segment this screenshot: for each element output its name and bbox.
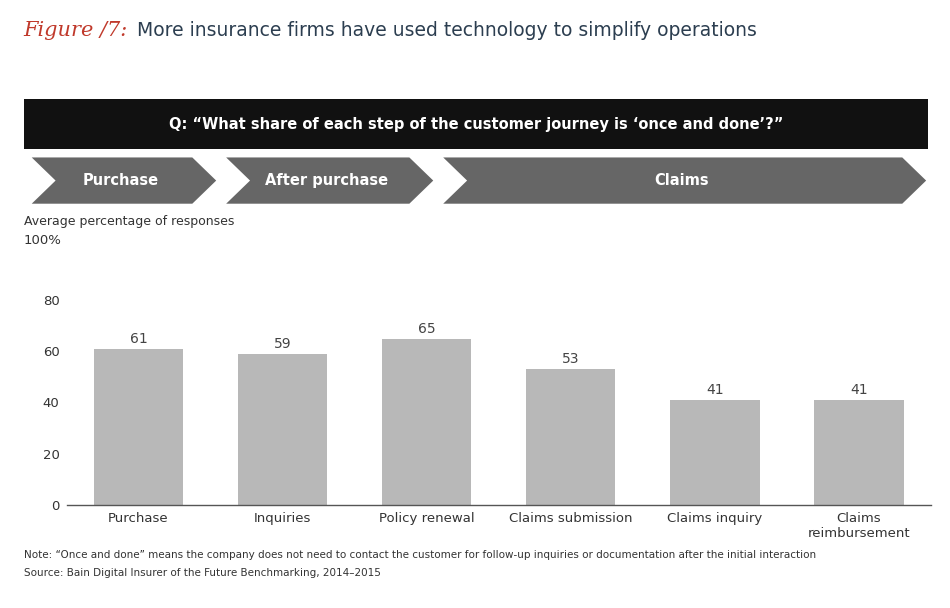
Text: 41: 41 [706, 383, 724, 397]
Text: 100%: 100% [24, 234, 62, 247]
Text: 61: 61 [129, 332, 147, 346]
Text: Claims: Claims [655, 173, 709, 188]
Text: Q: “What share of each step of the customer journey is ‘once and done’?”: Q: “What share of each step of the custo… [169, 117, 783, 131]
Text: 41: 41 [850, 383, 867, 397]
Text: Purchase: Purchase [83, 173, 159, 188]
Text: Average percentage of responses: Average percentage of responses [24, 215, 234, 228]
Bar [670, 400, 760, 505]
Bar [814, 400, 903, 505]
Bar [526, 369, 616, 505]
Polygon shape [28, 156, 218, 205]
Text: Source: Bain Digital Insurer of the Future Benchmarking, 2014–2015: Source: Bain Digital Insurer of the Futu… [24, 568, 381, 578]
Text: Note: “Once and done” means the company does not need to contact the customer fo: Note: “Once and done” means the company … [24, 550, 816, 560]
Text: Figure /7:: Figure /7: [24, 21, 128, 40]
Text: 53: 53 [562, 352, 580, 366]
Text: After purchase: After purchase [265, 173, 389, 188]
Polygon shape [440, 156, 928, 205]
Bar [94, 349, 183, 505]
Text: 65: 65 [418, 322, 435, 336]
Polygon shape [222, 156, 435, 205]
Text: More insurance firms have used technology to simplify operations: More insurance firms have used technolog… [131, 21, 757, 40]
Text: 59: 59 [274, 337, 292, 351]
Bar [382, 339, 471, 505]
Bar [238, 354, 328, 505]
